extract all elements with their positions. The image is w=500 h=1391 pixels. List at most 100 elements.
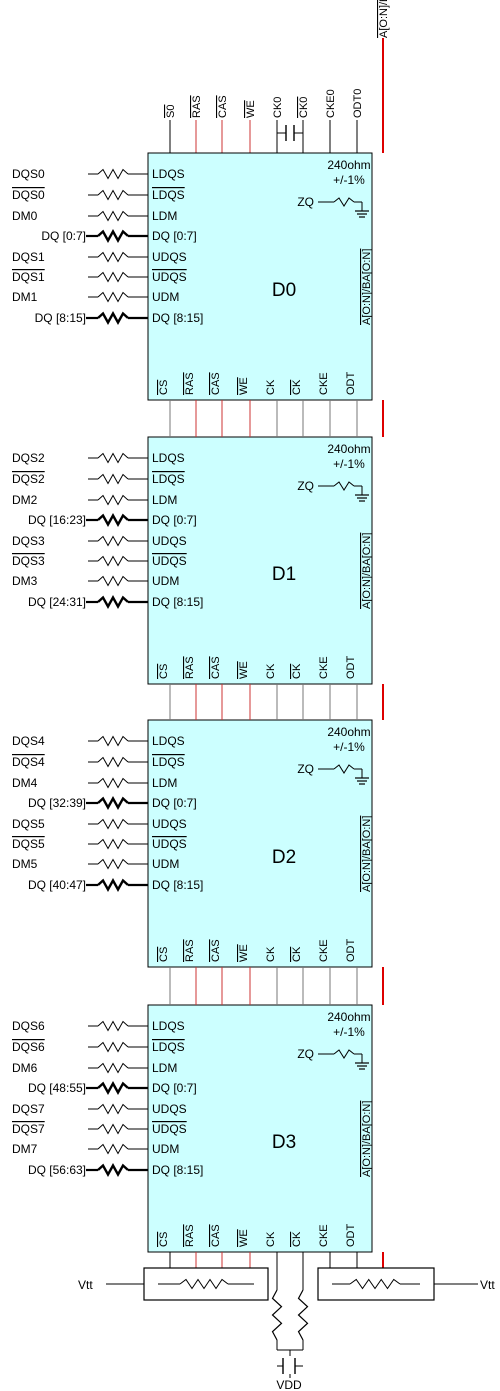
signal-label-7: DM5	[12, 857, 38, 871]
series-resistor	[97, 555, 129, 567]
bottom-pin-label-3: WE	[238, 1229, 250, 1247]
pack-right-resistor	[349, 1278, 401, 1290]
signal-label-2: DQS2	[12, 472, 45, 486]
address-pin-label: A[O:N]/BA[O:N]	[361, 816, 373, 892]
signal-label-3: DM4	[12, 776, 38, 790]
pin-label-1: LDQS	[152, 167, 185, 181]
vtt-left-label: Vtt	[78, 1278, 93, 1292]
top-signal-label-8: A[O:N]/BA[O:N]	[378, 0, 390, 38]
pin-label-3: LDM	[152, 776, 177, 790]
series-resistor	[97, 311, 129, 325]
series-resistor	[97, 168, 129, 180]
series-resistor	[97, 735, 129, 747]
zq-pin-label: ZQ	[297, 479, 314, 493]
signal-label-5: DQS3	[12, 534, 45, 548]
vdd-label: VDD	[276, 1378, 302, 1391]
zq-pin-label: ZQ	[297, 1047, 314, 1061]
bottom-pin-label-1: RAS	[184, 656, 196, 679]
series-resistor	[97, 1062, 129, 1074]
bottom-pin-label-6: CKE	[318, 372, 330, 395]
pin-label-4: DQ [0:7]	[152, 513, 197, 527]
signal-label-5: DQS5	[12, 817, 45, 831]
series-resistor	[97, 777, 129, 789]
signal-label-1: DQS6	[12, 1019, 45, 1033]
bottom-pin-label-5: CK	[291, 946, 303, 962]
signal-label-3: DM2	[12, 493, 38, 507]
signal-label-6: DQS1	[12, 270, 45, 284]
bottom-pin-label-6: CKE	[318, 656, 330, 679]
signal-label-1: DQS2	[12, 451, 45, 465]
chip-d0: D0 DQS0 LDQS DQS0 LDQS DM0 LDM DQ [0:7] DQ [0:7]…	[12, 152, 373, 401]
chip-d2: D2 DQS4 LDQS DQS4 LDQS DM4 LDM DQ [32:39] DQ [0:…	[12, 719, 373, 968]
chip-body	[147, 152, 373, 401]
bottom-pin-label-7: ODT	[345, 656, 357, 680]
top-signal-label-5: CK0	[298, 97, 310, 118]
zq-resistor	[333, 197, 355, 207]
series-resistor	[97, 838, 129, 850]
pin-label-5: UDQS	[152, 250, 187, 264]
pin-label-4: DQ [0:7]	[152, 229, 197, 243]
clock-resistor-right	[297, 1289, 309, 1341]
zq-pin-label: ZQ	[297, 195, 314, 209]
series-resistor	[97, 210, 129, 222]
series-resistor	[97, 1081, 129, 1095]
bottom-pin-label-5: CK	[291, 1231, 303, 1247]
signal-label-4: DQ [16:23]	[28, 513, 86, 527]
pin-label-1: LDQS	[152, 1019, 185, 1033]
vtt-right-label: Vtt	[480, 1278, 495, 1292]
series-resistor	[97, 1103, 129, 1115]
series-resistor	[97, 796, 129, 810]
bottom-pin-label-4: CK	[265, 379, 277, 395]
series-resistor	[97, 878, 129, 892]
pin-label-2: LDQS	[152, 755, 185, 769]
zq-tolerance: +/-1%	[333, 457, 365, 471]
bottom-pin-label-3: WE	[238, 661, 250, 679]
zq-tolerance: +/-1%	[333, 740, 365, 754]
bottom-pin-label-0: CS	[158, 664, 170, 679]
series-resistor	[97, 189, 129, 201]
pin-label-2: LDQS	[152, 1040, 185, 1054]
series-resistor	[97, 452, 129, 464]
series-resistor	[97, 1020, 129, 1032]
bottom-pin-label-5: CK	[291, 379, 303, 395]
pin-label-3: LDM	[152, 209, 177, 223]
pin-label-7: UDM	[152, 1142, 179, 1156]
zq-value: 240ohm	[327, 158, 370, 172]
series-resistor	[97, 494, 129, 506]
chip-name: D3	[272, 1132, 296, 1153]
pin-label-2: LDQS	[152, 188, 185, 202]
pin-label-8: DQ [8:15]	[152, 311, 203, 325]
top-signal-label-3: WE	[245, 100, 257, 118]
bottom-pin-label-4: CK	[265, 663, 277, 679]
pin-label-5: UDQS	[152, 534, 187, 548]
signal-label-6: DQS5	[12, 837, 45, 851]
series-resistor	[97, 575, 129, 587]
bottom-pin-label-0: CS	[158, 947, 170, 962]
bottom-pin-label-7: ODT	[345, 372, 357, 396]
series-resistor	[97, 513, 129, 527]
series-resistor	[97, 535, 129, 547]
signal-label-1: DQS0	[12, 167, 45, 181]
top-signal-label-6: CKE0	[325, 89, 337, 118]
chip-name: D0	[272, 280, 296, 301]
series-resistor	[97, 858, 129, 870]
bottom-pin-label-0: CS	[158, 1232, 170, 1247]
pin-label-3: LDM	[152, 1061, 177, 1075]
signal-label-3: DM6	[12, 1061, 38, 1075]
signal-label-6: DQS7	[12, 1122, 45, 1136]
pin-label-8: DQ [8:15]	[152, 878, 203, 892]
zq-pin-label: ZQ	[297, 762, 314, 776]
bottom-pin-label-2: CAS	[210, 656, 222, 679]
bottom-pin-label-2: CAS	[210, 372, 222, 395]
chip-body	[147, 719, 373, 968]
series-resistor	[97, 595, 129, 609]
signal-label-2: DQS0	[12, 188, 45, 202]
chip-name: D2	[272, 847, 296, 868]
pin-label-4: DQ [0:7]	[152, 796, 197, 810]
pin-label-7: UDM	[152, 290, 179, 304]
zq-value: 240ohm	[327, 725, 370, 739]
signal-label-2: DQS6	[12, 1040, 45, 1054]
bottom-pin-label-2: CAS	[210, 939, 222, 962]
top-signal-label-1: RAS	[191, 95, 203, 118]
